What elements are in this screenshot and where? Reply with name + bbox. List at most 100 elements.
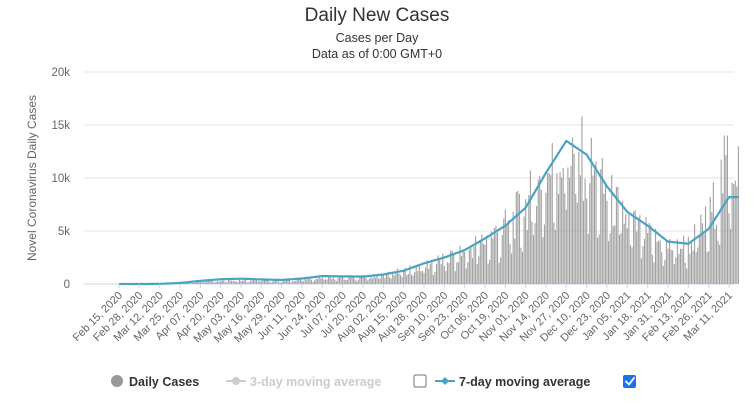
- daily-cases-bar: [631, 247, 633, 284]
- seven-day-average-checkbox[interactable]: [623, 375, 636, 388]
- daily-cases-bar: [606, 200, 608, 284]
- daily-cases-bar: [407, 274, 409, 284]
- daily-cases-bar: [687, 236, 689, 284]
- daily-cases-bar: [484, 244, 486, 284]
- daily-cases-bar: [238, 279, 240, 284]
- daily-cases-bar: [672, 250, 674, 284]
- daily-cases-bar: [689, 253, 691, 284]
- daily-cases-bar: [737, 146, 739, 284]
- daily-cases-bar: [728, 213, 730, 284]
- daily-cases-bar: [204, 281, 206, 284]
- daily-cases-bar: [598, 234, 600, 284]
- daily-cases-bar: [202, 282, 205, 284]
- daily-cases-bar: [643, 238, 646, 284]
- daily-cases-bar: [675, 257, 677, 284]
- daily-cases-bar: [601, 157, 603, 284]
- daily-cases-bar: [306, 279, 308, 284]
- daily-cases-bar: [193, 283, 195, 284]
- daily-cases-bar: [587, 233, 589, 284]
- daily-cases-bar: [618, 234, 621, 284]
- daily-cases-bar: [246, 282, 248, 284]
- daily-cases-bar: [373, 275, 375, 284]
- daily-cases-bar: [579, 175, 581, 284]
- daily-cases-bar: [659, 240, 661, 284]
- daily-cases-bar: [245, 280, 247, 284]
- daily-cases-bar: [623, 223, 625, 284]
- daily-cases-bar: [309, 276, 311, 284]
- legend-item-daily-cases[interactable]: Daily Cases: [111, 375, 199, 389]
- daily-cases-bar: [335, 281, 337, 284]
- daily-cases-bar: [665, 240, 667, 284]
- daily-cases-bar: [326, 279, 328, 284]
- daily-cases-bar: [198, 281, 200, 284]
- daily-cases-bar: [249, 281, 251, 284]
- daily-cases-bar: [733, 184, 735, 284]
- daily-cases-bar: [254, 280, 256, 284]
- daily-cases-bar: [715, 224, 718, 284]
- daily-cases-bar: [551, 143, 553, 284]
- daily-cases-bar: [296, 279, 298, 284]
- daily-cases-bar: [443, 266, 445, 284]
- daily-cases-bar: [468, 249, 470, 284]
- daily-cases-bar: [276, 279, 278, 284]
- daily-cases-bar: [221, 279, 223, 284]
- daily-cases-bar: [338, 276, 341, 284]
- daily-cases-bar: [364, 276, 366, 284]
- daily-cases-bar: [736, 186, 738, 284]
- daily-cases-bar: [604, 185, 606, 284]
- chart-title: Daily New Cases: [305, 5, 450, 26]
- daily-cases-bar: [697, 247, 699, 284]
- daily-cases-bar: [414, 272, 416, 284]
- daily-cases-bar: [704, 206, 707, 284]
- daily-cases-bar: [717, 240, 719, 284]
- daily-cases-bar: [589, 183, 591, 284]
- daily-cases-bar: [476, 263, 478, 284]
- daily-cases-bar: [240, 280, 242, 284]
- daily-cases-bar: [481, 234, 483, 284]
- daily-cases-bar: [557, 193, 560, 284]
- legend-item-7-day-average[interactable]: 7-day moving average: [435, 375, 590, 389]
- daily-cases-bar: [263, 279, 266, 284]
- daily-cases-bar: [360, 275, 362, 284]
- daily-cases-bar: [425, 267, 427, 284]
- daily-cases-bar: [384, 277, 386, 284]
- legend-item-3-day-average[interactable]: 3-day moving average: [226, 375, 381, 389]
- daily-cases-bar: [490, 231, 492, 284]
- daily-cases-bar: [506, 223, 508, 284]
- daily-cases-bar: [556, 173, 558, 284]
- daily-cases-bar: [573, 153, 575, 284]
- daily-cases-bar: [406, 275, 408, 284]
- daily-cases-bar: [525, 199, 527, 284]
- daily-cases-bar: [304, 276, 306, 284]
- daily-cases-bar: [231, 280, 233, 284]
- daily-cases-bar: [597, 237, 599, 284]
- three-day-average-checkbox[interactable]: [413, 374, 427, 388]
- daily-cases-bar: [378, 278, 380, 284]
- daily-cases-bar: [578, 151, 580, 284]
- daily-cases-bar: [428, 268, 430, 284]
- daily-cases-bar: [679, 248, 682, 284]
- daily-cases-bar: [661, 252, 663, 284]
- daily-cases-bar: [625, 213, 627, 284]
- daily-cases-bar: [487, 263, 489, 284]
- daily-cases-bar: [565, 209, 567, 284]
- daily-cases-bar: [473, 246, 475, 284]
- daily-cases-bar: [437, 255, 439, 284]
- daily-cases-bar: [381, 275, 383, 284]
- daily-cases-bar: [235, 281, 237, 284]
- daily-cases-bar: [593, 169, 596, 284]
- daily-cases-bar: [450, 251, 452, 284]
- daily-cases-bar: [703, 233, 705, 284]
- daily-cases-bar: [515, 192, 517, 284]
- daily-cases-bar: [317, 278, 319, 284]
- daily-cases-bar: [581, 116, 583, 284]
- daily-cases-bar: [651, 254, 653, 284]
- daily-cases-bar: [540, 189, 542, 284]
- daily-cases-bar: [354, 279, 356, 284]
- y-tick-label: 5k: [58, 226, 70, 238]
- daily-cases-bar: [529, 170, 531, 284]
- daily-cases-bar: [223, 280, 225, 284]
- daily-cases-bar: [257, 281, 259, 284]
